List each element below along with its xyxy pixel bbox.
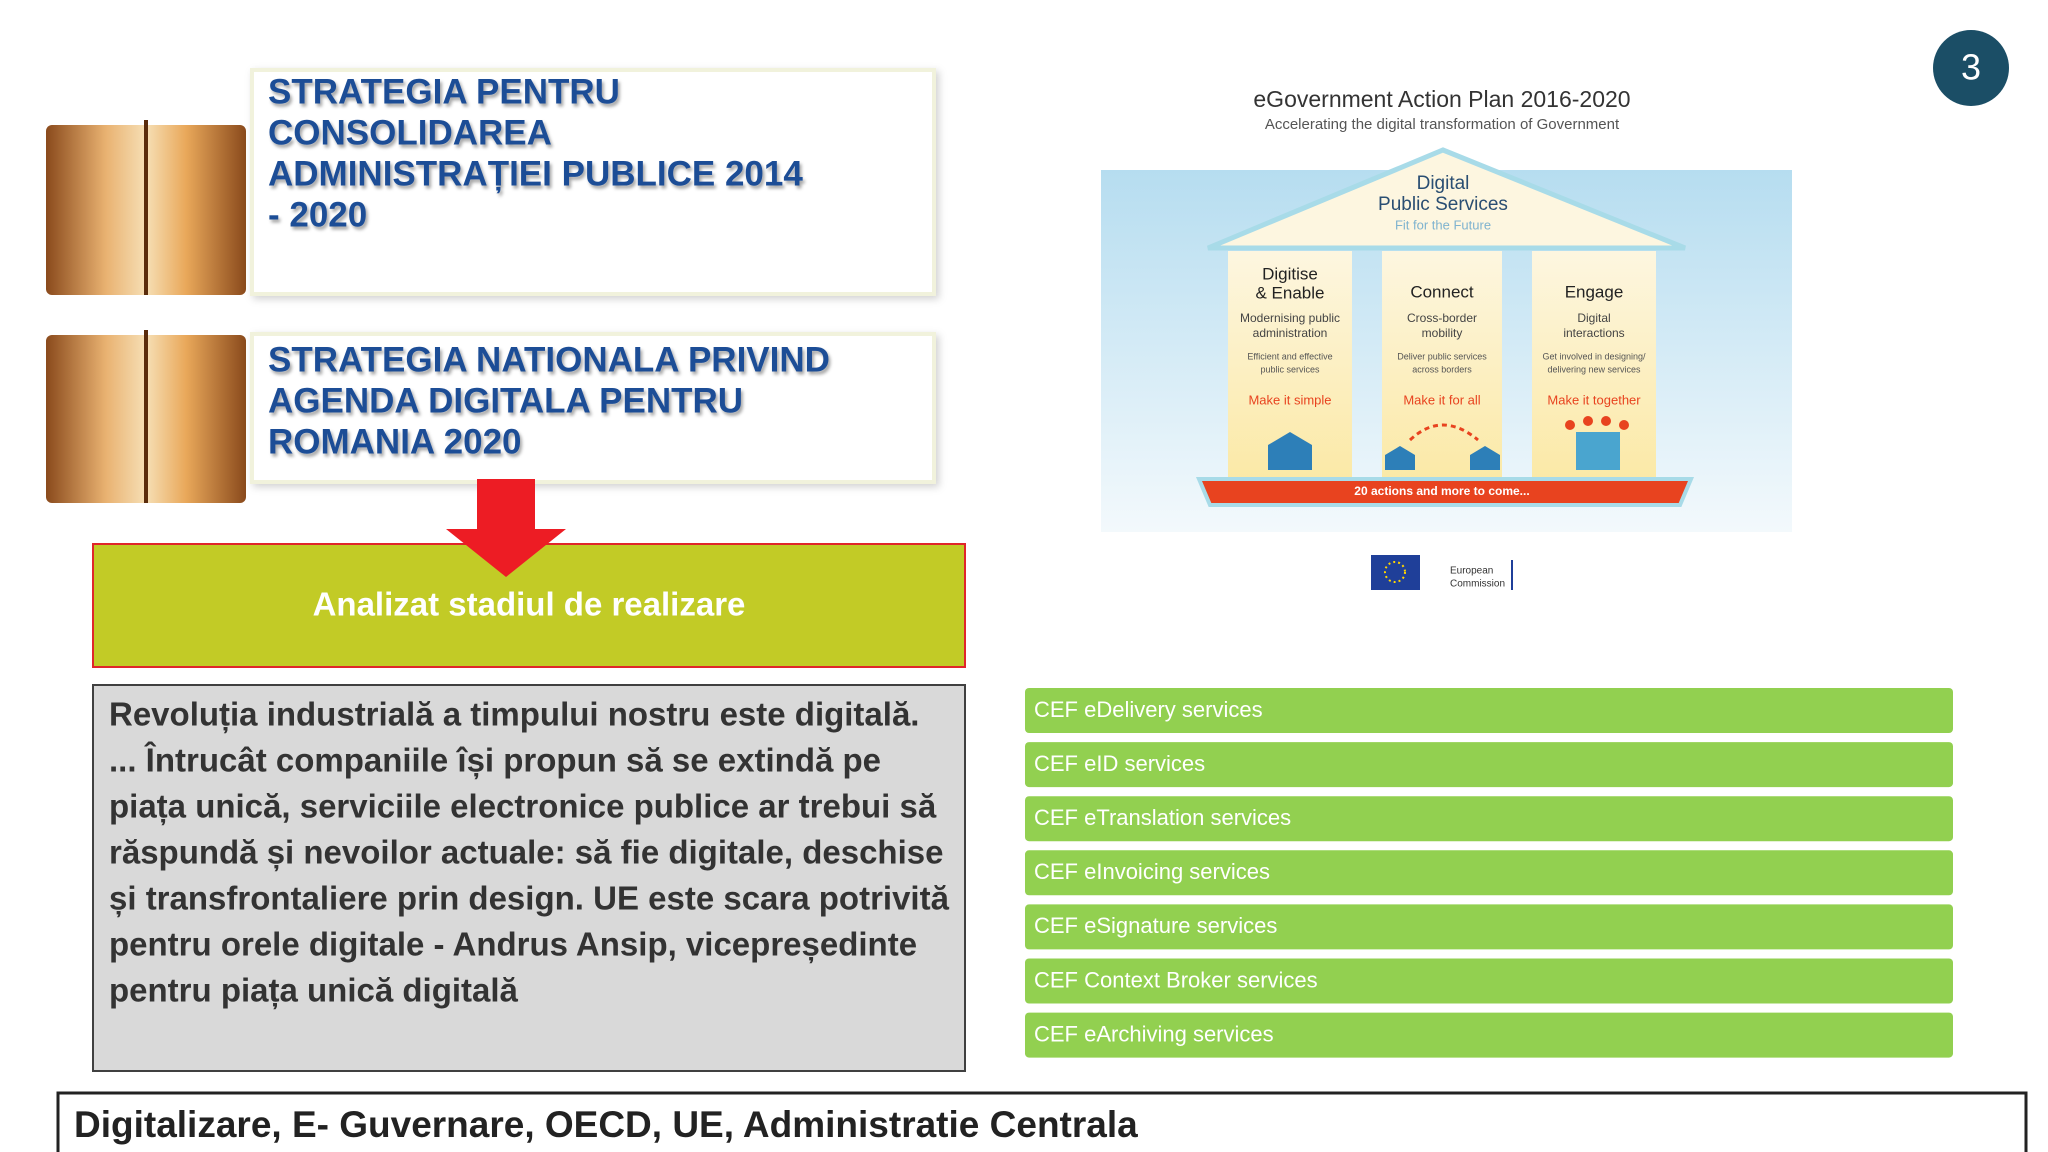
issuer: European xyxy=(1450,566,1493,577)
plan-title: eGovernment Action Plan 2016-2020 xyxy=(1253,86,1630,112)
pillar-detail: Deliver public services xyxy=(1397,351,1487,361)
quote-box xyxy=(92,684,966,1072)
strategy-box xyxy=(250,332,936,484)
plan-subtitle: Accelerating the digital transformation … xyxy=(1265,116,1620,133)
roof-text: Digital xyxy=(1417,173,1470,194)
footer-box xyxy=(56,1091,2028,1152)
pillar-goal: administration xyxy=(1253,326,1328,340)
action-plan-graphic xyxy=(1101,147,1792,590)
pillar-name: Connect xyxy=(1410,282,1474,301)
pillar-motto: Make it for all xyxy=(1403,392,1480,407)
book-icon xyxy=(46,120,246,295)
strategy-title: CONSOLIDAREA xyxy=(268,113,552,152)
service-bar xyxy=(1025,904,1953,950)
pillar-name: Digitise xyxy=(1262,264,1318,283)
pillar-detail: delivering new services xyxy=(1547,364,1641,374)
quote-line: ... Întrucât companiile își propun să se… xyxy=(109,742,881,780)
pillar-detail: Get involved in designing/ xyxy=(1542,351,1646,361)
strategy-title: STRATEGIA PENTRU xyxy=(268,72,620,111)
service-bar xyxy=(1025,850,1953,896)
service-label: CEF eSignature services xyxy=(1034,913,1277,938)
service-label: CEF eDelivery services xyxy=(1034,697,1263,722)
service-bar xyxy=(1025,1012,1953,1058)
quote-line: piața unică, serviciile electronice publ… xyxy=(109,788,937,826)
roof-text: Public Services xyxy=(1378,194,1508,215)
status-box xyxy=(92,543,966,668)
pillar-motto: Make it simple xyxy=(1248,392,1331,407)
pillar-detail: Efficient and effective xyxy=(1247,351,1332,361)
issuer: Commission xyxy=(1450,579,1505,590)
footer-text: Digitalizare, E- Guvernare, OECD, UE, Ad… xyxy=(74,1104,1138,1145)
service-label: CEF eArchiving services xyxy=(1034,1021,1274,1046)
strategy-title: ROMANIA 2020 xyxy=(268,422,522,461)
strategy-box xyxy=(250,68,936,296)
quote-line: și transfrontaliere prin design. UE este… xyxy=(109,880,950,918)
pillar-detail: public services xyxy=(1260,364,1320,374)
service-label: CEF eInvoicing services xyxy=(1034,859,1270,884)
pillar-goal: interactions xyxy=(1563,326,1624,340)
service-bar xyxy=(1025,958,1953,1004)
pillar-goal: Modernising public xyxy=(1240,311,1340,325)
quote-line: pentru orele digitale - Andrus Ansip, vi… xyxy=(109,926,917,964)
pillar-goal: mobility xyxy=(1422,326,1463,340)
strategy-title: - 2020 xyxy=(268,195,367,234)
quote-line: răspundă și nevoilor actuale: să fie dig… xyxy=(109,834,943,872)
strategy-title: ADMINISTRAȚIEI PUBLICE 2014 xyxy=(268,154,803,193)
pillar-name: Engage xyxy=(1565,282,1624,301)
status-text: Analizat stadiul de realizare xyxy=(313,586,746,623)
pillar-motto: Make it together xyxy=(1547,392,1641,407)
service-bar xyxy=(1025,688,1953,733)
service-label: CEF Context Broker services xyxy=(1034,967,1318,992)
plan-base: 20 actions and more to come... xyxy=(1354,484,1529,498)
service-label: CEF eTranslation services xyxy=(1034,805,1291,830)
page-number-badge xyxy=(1933,30,2009,106)
down-arrow xyxy=(446,479,566,577)
pillar-goal: Cross-border xyxy=(1407,311,1477,325)
pillar-name: & Enable xyxy=(1256,283,1325,302)
service-bar xyxy=(1025,796,1953,842)
service-label: CEF eID services xyxy=(1034,751,1205,776)
roof-tagline: Fit for the Future xyxy=(1395,217,1491,232)
strategy-title: AGENDA DIGITALA PENTRU xyxy=(268,381,743,420)
quote-line: pentru piața unică digitală xyxy=(109,972,519,1010)
service-bar xyxy=(1025,742,1953,788)
pillar-detail: across borders xyxy=(1412,364,1472,374)
quote-line: Revoluția industrială a timpului nostru … xyxy=(109,696,919,734)
book-icon xyxy=(46,330,246,503)
pillar-goal: Digital xyxy=(1577,311,1610,325)
strategy-title: STRATEGIA NATIONALA PRIVIND xyxy=(268,340,830,379)
page-number: 3 xyxy=(1961,47,1981,88)
